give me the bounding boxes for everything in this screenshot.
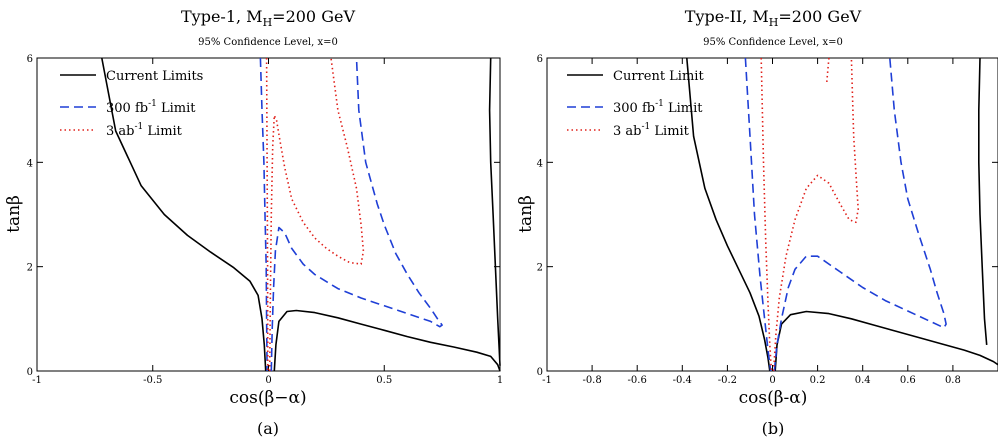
x-tick-label: -0.2	[718, 375, 737, 386]
panel-b-y-label: tanβ	[516, 195, 536, 233]
current-limit-curve	[774, 310, 998, 372]
x-tick-label: 0	[769, 375, 775, 386]
x-tick-label: 0.2	[810, 375, 826, 386]
y-tick-label: 4	[537, 158, 543, 169]
panel-a-title: Type-1, MH=200 GeV	[181, 7, 355, 29]
current-limit-curve	[977, 57, 988, 345]
x-tick-label: 0.5	[376, 375, 392, 386]
y-tick-label: 2	[537, 263, 543, 274]
limit-3ab-curve	[760, 57, 773, 372]
x-tick-label: -1	[542, 375, 552, 386]
panel-b-y-ticks: 0 2 4 6	[537, 54, 998, 378]
legend-label-3ab: 3 ab-1 Limit	[106, 122, 183, 139]
current-limit-curve	[273, 309, 501, 372]
legend-label-current: Current Limits	[106, 69, 203, 84]
current-limit-curve	[686, 57, 771, 372]
panel-a-caption: (a)	[257, 419, 279, 438]
panel-b-title: Type-II, MH=200 GeV	[685, 7, 862, 29]
panel-a-curves	[101, 57, 501, 372]
limit-300fb-curve	[744, 57, 772, 372]
panel-b-legend: Current Limit 300 fb-1 Limit 3 ab-1 Limi…	[567, 69, 704, 139]
x-tick-label: 0.4	[855, 375, 871, 386]
panel-a-x-ticks: -1 -0.5 0 0.5 1	[32, 58, 503, 386]
legend-label-300fb: 300 fb-1 Limit	[613, 99, 703, 116]
y-tick-label: 0	[537, 367, 543, 378]
panel-b-x-label: cos(β-α)	[739, 388, 808, 408]
y-tick-label: 0	[27, 367, 33, 378]
x-tick-label: 0	[265, 375, 271, 386]
panel-a-subtitle: 95% Confidence Level, x=0	[198, 37, 338, 48]
current-limit-curve	[488, 57, 501, 366]
y-tick-label: 6	[537, 54, 543, 65]
y-tick-label: 4	[27, 158, 33, 169]
x-tick-label: 1	[497, 375, 503, 386]
legend-label-3ab: 3 ab-1 Limit	[613, 122, 690, 139]
panel-a-y-ticks: 0 2 4 6	[27, 54, 500, 378]
x-tick-label: -0.5	[143, 375, 162, 386]
x-tick-label: 0.8	[945, 375, 961, 386]
x-tick-label: -1	[32, 375, 42, 386]
y-tick-label: 6	[27, 54, 33, 65]
limit-300fb-curve	[270, 57, 443, 372]
panel-a-y-label: tanβ	[4, 195, 24, 233]
panel-b-x-ticks: -1 -0.8 -0.6 -0.4 -0.2 0 0.2 0.4 0.6 0.8	[542, 58, 961, 386]
legend-label-current: Current Limit	[613, 69, 704, 84]
panel-a-x-label: cos(β−α)	[229, 388, 306, 408]
limit-3ab-curve	[825, 57, 830, 85]
y-tick-label: 2	[27, 263, 33, 274]
panel-b-curves	[686, 57, 998, 372]
x-tick-label: -0.6	[628, 375, 647, 386]
x-tick-label: -0.8	[582, 375, 601, 386]
x-tick-label: -0.4	[673, 375, 692, 386]
panel-a: Type-1, MH=200 GeV 95% Confidence Level,…	[4, 7, 503, 438]
panel-a-legend: Current Limits 300 fb-1 Limit 3 ab-1 Lim…	[60, 69, 203, 139]
legend-label-300fb: 300 fb-1 Limit	[106, 99, 196, 116]
limit-3ab-curve	[772, 57, 860, 372]
x-tick-label: 0.6	[900, 375, 916, 386]
limit-300fb-curve	[259, 57, 268, 372]
panel-b: Type-II, MH=200 GeV 95% Confidence Level…	[516, 7, 998, 438]
panel-b-caption: (b)	[762, 419, 785, 438]
panel-b-subtitle: 95% Confidence Level, x=0	[703, 37, 843, 48]
limit-3ab-curve	[268, 57, 365, 372]
limit-300fb-curve	[773, 57, 947, 372]
current-limit-curve	[101, 57, 267, 372]
